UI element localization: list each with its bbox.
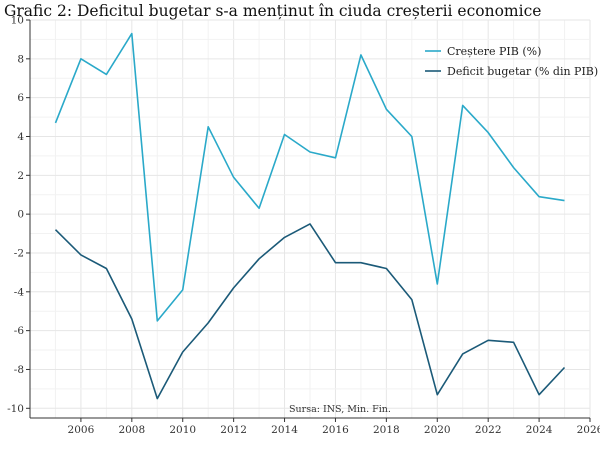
y-tick-label: -8 [14,364,24,376]
x-tick-label: 2022 [475,424,502,436]
source-note: Sursa: INS, Min. Fin. [289,404,391,415]
legend-label-crestere-pib: Creștere PIB (%) [447,45,541,58]
y-tick-label: 8 [17,53,24,65]
axes: -10 -8 -6 -4 -2 0 2 4 6 8 10 2006 2008 2010 2012 2014 20… [7,15,600,437]
grid [30,19,591,418]
y-tick-label: -2 [14,247,24,259]
x-tick-label: 2006 [68,424,95,436]
series-line-crestere-pib [54,32,565,322]
y-tick-label: -4 [14,286,25,298]
y-tick-label: 6 [17,92,24,104]
y-tick-label: 10 [11,15,24,27]
x-tick-label: 2016 [322,424,349,436]
x-tick-label: 2020 [424,424,451,436]
series-lines [54,32,566,400]
legend-label-deficit-bugetar: Deficit bugetar (% din PIB) [447,65,598,78]
y-tick-label: 4 [17,131,24,143]
x-tick-label: 2014 [271,424,298,436]
x-tick-label: 2010 [169,424,196,436]
x-tick-label: 2026 [577,424,600,436]
chart-title: Grafic 2: Deficitul bugetar s-a menținut… [4,2,542,20]
legend: Creștere PIB (%) Deficit bugetar (% din … [425,45,598,78]
x-tick-label: 2024 [526,424,553,436]
x-tick-label: 2012 [220,424,247,436]
series-line-deficit-bugetar [54,223,566,400]
y-tick-label: 0 [17,209,24,221]
x-tick-label: 2018 [373,424,400,436]
y-tick-label: -6 [14,325,25,337]
x-tick-label: 2008 [118,424,145,436]
y-tick-label: 2 [17,170,24,182]
y-tick-label: -10 [7,403,24,415]
